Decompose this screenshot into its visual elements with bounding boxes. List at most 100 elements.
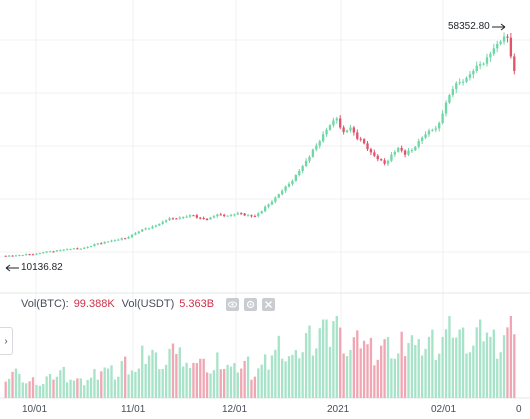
volume-bar bbox=[328, 346, 332, 398]
volume-bar bbox=[281, 358, 284, 398]
volume-bar bbox=[414, 345, 417, 398]
candle-body bbox=[236, 213, 239, 215]
volume-bar bbox=[219, 369, 222, 398]
candle-body bbox=[151, 226, 154, 229]
volume-legend: Vol(BTC): 99.388K Vol(USDT) 5.363B bbox=[21, 296, 276, 312]
candle-body bbox=[482, 63, 485, 65]
candle-body bbox=[277, 194, 280, 198]
candle-body bbox=[304, 160, 308, 166]
candle-body bbox=[397, 147, 400, 152]
candle-body bbox=[175, 218, 178, 220]
volume-bar bbox=[356, 330, 359, 398]
candle-body bbox=[451, 89, 455, 96]
candle-body bbox=[246, 215, 250, 217]
volume-bar bbox=[21, 382, 24, 398]
volume-bar bbox=[352, 337, 356, 398]
candle-body bbox=[69, 249, 72, 251]
candle-body bbox=[83, 247, 86, 249]
settings-icon[interactable] bbox=[244, 297, 258, 311]
candle-body bbox=[117, 239, 120, 241]
close-icon[interactable] bbox=[262, 297, 276, 311]
volume-bar bbox=[499, 352, 502, 398]
candle-body bbox=[461, 81, 465, 83]
candle-body bbox=[59, 250, 62, 252]
candle-body bbox=[465, 77, 468, 82]
volume-bar bbox=[496, 358, 499, 398]
volume-bar bbox=[420, 355, 424, 398]
candle-body bbox=[62, 249, 65, 251]
volume-bar bbox=[216, 352, 219, 398]
candle-body bbox=[390, 154, 393, 161]
volume-bar bbox=[79, 378, 82, 398]
candle-body bbox=[458, 82, 461, 84]
volume-bar bbox=[315, 348, 318, 398]
volume-bar bbox=[35, 384, 38, 398]
expand-panel-button[interactable]: › bbox=[0, 327, 13, 355]
volume-bar bbox=[144, 363, 147, 398]
candle-body bbox=[7, 255, 11, 257]
candle-body bbox=[11, 255, 14, 257]
volume-bar bbox=[397, 353, 400, 398]
candle-body bbox=[291, 180, 294, 185]
candle-body bbox=[72, 248, 76, 250]
candle-body bbox=[124, 238, 127, 240]
candle-body bbox=[434, 128, 437, 130]
volume-bar bbox=[25, 383, 28, 398]
volume-bar bbox=[250, 379, 253, 398]
volume-bar bbox=[65, 382, 69, 398]
volume-bar bbox=[465, 353, 468, 398]
candle-body bbox=[407, 150, 410, 155]
candle-body bbox=[202, 217, 205, 219]
volume-bar bbox=[141, 345, 144, 398]
volume-bar bbox=[4, 381, 7, 398]
volume-bar bbox=[342, 353, 345, 398]
volume-bar bbox=[103, 367, 106, 398]
candle-body bbox=[318, 141, 321, 146]
candle-body bbox=[424, 134, 427, 138]
x-tick-label: 02/01 bbox=[431, 404, 457, 415]
candle-body bbox=[321, 134, 325, 142]
volume-bar bbox=[335, 316, 338, 398]
volume-bar bbox=[48, 374, 52, 398]
volume-bar bbox=[243, 360, 246, 398]
volume-bar bbox=[199, 358, 202, 398]
candle-body bbox=[270, 201, 274, 205]
volume-bar bbox=[359, 348, 362, 398]
volume-bar bbox=[117, 376, 120, 398]
volume-bar bbox=[195, 363, 199, 398]
volume-bar bbox=[362, 340, 366, 398]
volume-bar bbox=[489, 336, 492, 398]
volume-bar bbox=[137, 368, 140, 398]
volume-bar bbox=[164, 364, 168, 398]
volume-bar bbox=[506, 327, 509, 398]
candle-body bbox=[287, 184, 291, 187]
candle-body bbox=[182, 217, 185, 219]
candle-body bbox=[48, 251, 52, 253]
volume-bar bbox=[410, 335, 414, 398]
volume-bar bbox=[154, 352, 158, 398]
volume-bar bbox=[513, 334, 516, 398]
candle-body bbox=[400, 147, 403, 151]
candle-body bbox=[325, 129, 328, 135]
high-price-label: 58352.80 bbox=[448, 21, 490, 32]
eye-icon[interactable] bbox=[226, 297, 240, 311]
candle-body bbox=[403, 150, 407, 155]
candle-body bbox=[342, 127, 345, 133]
candle-body bbox=[14, 255, 18, 257]
volume-bar bbox=[188, 367, 192, 398]
volume-bar bbox=[386, 336, 390, 398]
volume-bar bbox=[482, 341, 485, 398]
candle-body bbox=[485, 57, 489, 64]
vol-btc-label: Vol(BTC): bbox=[21, 298, 69, 310]
candle-body bbox=[468, 74, 472, 78]
candle-body bbox=[492, 48, 495, 54]
candle-body bbox=[35, 253, 38, 255]
volume-bar bbox=[147, 355, 151, 398]
volume-bar bbox=[332, 321, 335, 398]
volume-bar bbox=[321, 319, 325, 398]
candle-body bbox=[352, 127, 356, 133]
volume-bar bbox=[83, 385, 86, 398]
candle-body bbox=[127, 237, 130, 239]
